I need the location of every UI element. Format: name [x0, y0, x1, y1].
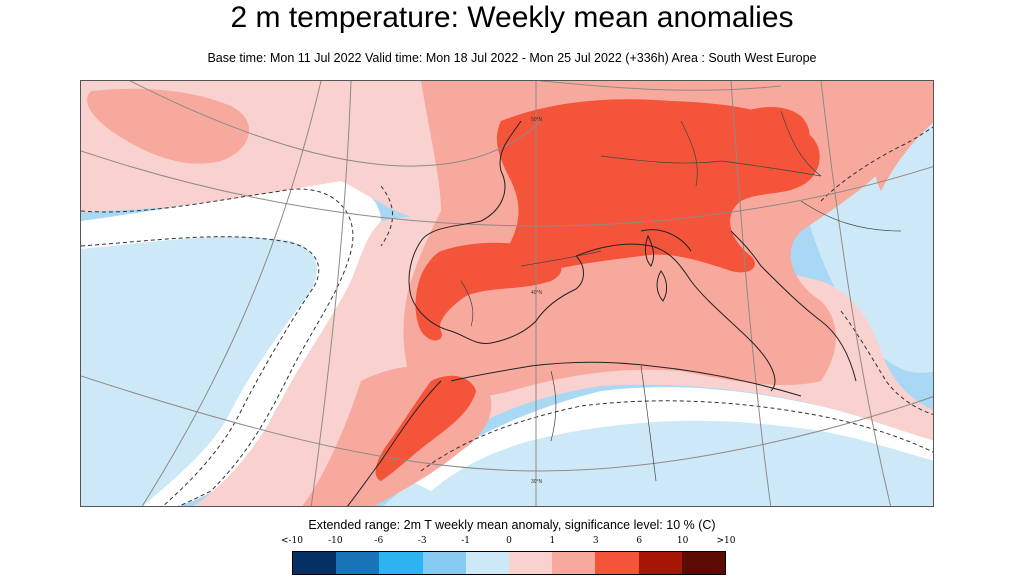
legend-tick-label: -10 — [328, 536, 343, 546]
legend-swatch — [336, 552, 380, 574]
warm-moderate-east — [861, 81, 933, 191]
anomaly-map: 50°N 40°N 30°N — [80, 80, 934, 507]
legend-swatch — [595, 552, 639, 574]
legend-tick-label: 6 — [636, 536, 643, 546]
legend-title: Extended range: 2m T weekly mean anomaly… — [308, 518, 716, 532]
legend-tick-label: >10 — [716, 536, 736, 546]
grid-label-30n: 30°N — [531, 479, 543, 485]
grid-labels: 50°N 40°N 30°N — [531, 117, 543, 485]
legend-tick-label: 0 — [506, 536, 512, 546]
significance-contours — [81, 126, 933, 506]
map-canvas: 50°N 40°N 30°N — [81, 81, 933, 506]
legend-swatch — [681, 552, 726, 574]
page-title: 2 m temperature: Weekly mean anomalies — [230, 1, 794, 34]
neutral-band-south — [411, 387, 933, 491]
legend-labels: <-10 -10 -6 -3 -1 0 1 3 6 10 >10 — [0, 536, 1024, 548]
country-borders — [460, 110, 902, 482]
page-subtitle: Base time: Mon 11 Jul 2022 Valid time: M… — [207, 51, 817, 65]
legend-swatch — [638, 552, 682, 574]
legend-tick-label: 1 — [549, 536, 556, 546]
legend-swatch — [293, 552, 337, 574]
grid-label-40n: 40°N — [531, 290, 543, 296]
legend-tick-label: -1 — [461, 536, 470, 546]
legend-swatch — [379, 552, 423, 574]
grid-label-50n: 50°N — [531, 117, 543, 123]
legend-tick-label: -6 — [374, 536, 384, 546]
weak-cool-band — [81, 209, 353, 506]
legend-colorbar — [292, 551, 726, 575]
legend-swatch — [465, 552, 510, 574]
coastlines — [346, 120, 857, 506]
legend-swatch — [422, 552, 466, 574]
legend-tick-label: <-10 — [280, 536, 304, 546]
legend-tick-label: 10 — [676, 536, 689, 546]
legend-swatch — [552, 552, 596, 574]
legend-tick-label: -3 — [417, 536, 427, 546]
warm-strong-balkans — [716, 106, 810, 172]
neutral-band-west — [81, 178, 381, 506]
warm-strong-iberia — [415, 242, 562, 341]
warm-moderate-nw-atlantic — [87, 88, 250, 164]
warm-strong-morocco — [375, 375, 476, 481]
legend-tick-label: 3 — [592, 536, 599, 546]
legend-swatch — [509, 552, 553, 574]
